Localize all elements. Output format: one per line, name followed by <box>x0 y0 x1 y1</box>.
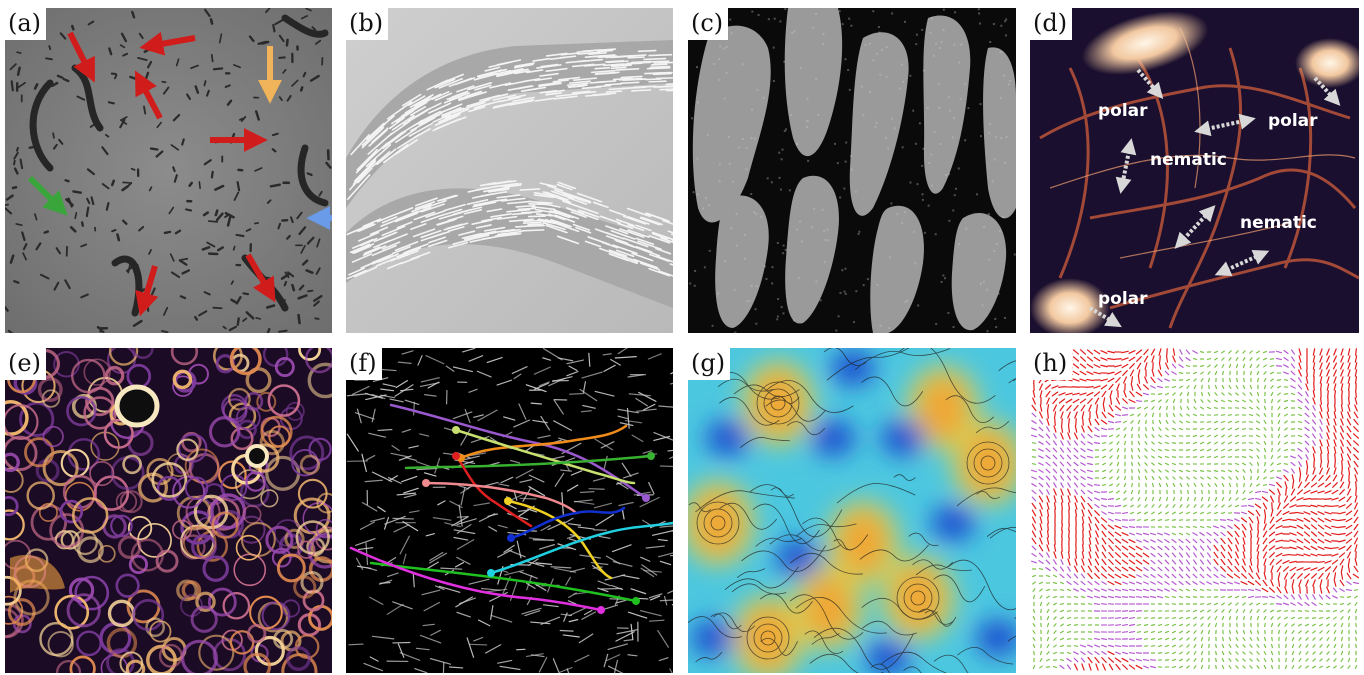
trajectory <box>404 454 653 470</box>
panel-e-vortex-rings: (e) <box>5 348 332 673</box>
trajectory-end-dot <box>487 569 495 577</box>
trajectory-end-dot <box>452 452 460 460</box>
trajectory-end-dot <box>422 479 430 487</box>
polar-arrow <box>1136 68 1164 100</box>
trajectory <box>506 499 613 580</box>
polar-label: polar <box>1268 111 1318 131</box>
polar-label: polar <box>1098 289 1148 309</box>
panel-label: (c) <box>688 8 729 40</box>
nematic-label: nematic <box>1240 213 1317 233</box>
nematic-label: nematic <box>1150 150 1227 170</box>
panel-f-image <box>346 348 673 673</box>
trajectory-end-dot <box>507 534 515 542</box>
nematic-arrow <box>1214 249 1270 277</box>
panel-a-image <box>5 8 332 333</box>
panel-h-image <box>1030 348 1359 673</box>
trajectory <box>369 561 638 603</box>
large-ring <box>114 384 160 428</box>
panel-e-image <box>5 348 332 673</box>
trajectory-end-dot <box>597 606 605 614</box>
bright-cluster <box>1081 11 1209 75</box>
large-ring <box>245 444 269 468</box>
panel-label: (b) <box>346 8 389 40</box>
panel-label: (a) <box>5 8 47 40</box>
panel-d-image: polar polar polar nematic nematic <box>1030 8 1359 333</box>
bright-domain <box>715 195 769 328</box>
panel-f-trajectories: (f) <box>346 348 673 673</box>
panel-label: (f) <box>346 348 382 380</box>
red-arrow <box>139 31 196 56</box>
trajectory-end-dot <box>504 497 512 505</box>
trajectory <box>459 424 628 460</box>
panel-b-image <box>346 8 673 333</box>
red-arrow <box>135 265 159 317</box>
red-arrow <box>67 31 95 83</box>
panel-h-vector-field: (h) <box>1030 348 1359 673</box>
panel-b-cell-rafts: (b) <box>346 8 673 333</box>
bright-domain <box>983 47 1016 219</box>
panel-d-polar-nematic-network: polar polar polar nematic nematic (d) <box>1030 8 1359 333</box>
trajectory-end-dot <box>632 597 640 605</box>
panel-g-image <box>688 348 1016 673</box>
panel-label: (e) <box>5 348 46 380</box>
swarm-streak <box>281 14 329 38</box>
trajectory <box>349 546 603 612</box>
bright-cluster <box>1295 38 1359 88</box>
bright-domain <box>951 212 1007 331</box>
bright-domain <box>923 15 971 194</box>
filament <box>1089 168 1357 220</box>
polar-label: polar <box>1098 101 1148 121</box>
trajectory <box>489 521 673 575</box>
trajectory-end-dot <box>452 426 460 434</box>
trajectory <box>454 428 636 485</box>
nematic-arrow <box>1115 138 1137 194</box>
nematic-arrow <box>1174 205 1216 249</box>
panel-c-grayscale-pattern: (c) <box>688 8 1016 333</box>
green-arrow <box>27 175 68 216</box>
filament <box>1058 67 1090 279</box>
swarm-streak <box>29 79 54 172</box>
panel-a-phase-contrast: (a) <box>5 8 332 333</box>
red-arrow <box>134 70 163 120</box>
panel-g-vorticity-field: (g) <box>688 348 1016 673</box>
trajectory-end-dot <box>642 494 650 502</box>
bright-domain <box>785 175 839 324</box>
trajectory <box>454 454 533 528</box>
panel-label: (d) <box>1030 8 1073 40</box>
panel-c-image <box>688 8 1016 333</box>
trajectory <box>424 481 578 515</box>
bright-domain <box>784 8 843 157</box>
panel-label: (h) <box>1030 348 1073 380</box>
filament <box>1283 67 1313 269</box>
bright-cluster <box>1030 278 1110 333</box>
trajectory <box>509 506 626 540</box>
bright-domain <box>692 25 771 223</box>
bright-domain <box>870 205 924 333</box>
trajectory-end-dot <box>647 452 655 460</box>
red-arrow <box>245 253 276 303</box>
nematic-arrow <box>1194 113 1256 137</box>
filament <box>1168 47 1243 329</box>
swarm-streak <box>297 144 329 207</box>
panel-label: (g) <box>688 348 731 380</box>
bright-domain <box>849 32 909 216</box>
